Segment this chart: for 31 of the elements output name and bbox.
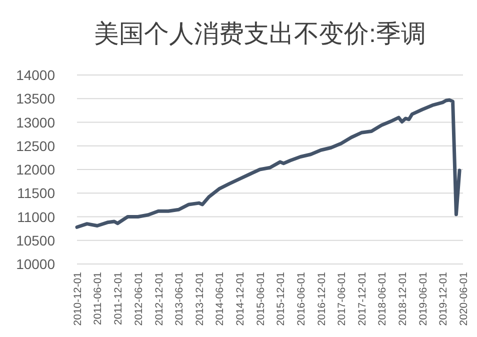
x-tick-label: 2017-12-01 bbox=[356, 272, 368, 326]
y-tick-label: 10000 bbox=[16, 256, 56, 272]
y-tick-label: 11500 bbox=[17, 185, 56, 202]
x-tick-label: 2010-12-01 bbox=[72, 272, 84, 326]
x-tick-label: 2016-12-01 bbox=[316, 272, 328, 326]
y-tick-label: 11000 bbox=[17, 208, 56, 225]
x-tick-label: 2014-12-01 bbox=[234, 272, 247, 326]
x-tick-label: 2014-06-01 bbox=[214, 272, 226, 326]
x-tick-label: 2019-12-01 bbox=[438, 272, 450, 326]
x-tick-label: 2017-06-01 bbox=[336, 272, 348, 326]
y-tick-label: 13500 bbox=[16, 90, 56, 107]
y-tick-label: 12500 bbox=[16, 138, 56, 154]
chart-title: 美国个人消费支出不变价:季调 bbox=[94, 20, 426, 48]
x-tick-label: 2018-06-01 bbox=[376, 272, 389, 326]
x-tick-label: 2013-12-01 bbox=[194, 272, 206, 326]
y-tick-label: 10500 bbox=[16, 232, 56, 248]
x-tick-label: 2011-12-01 bbox=[112, 272, 125, 325]
x-tick-label: 2016-06-01 bbox=[295, 272, 308, 326]
x-tick-label: 2012-06-01 bbox=[132, 272, 145, 326]
y-tick-label: 12000 bbox=[16, 162, 56, 178]
x-tick-label: 2015-12-01 bbox=[275, 272, 288, 326]
x-tick-label: 2013-06-01 bbox=[174, 272, 186, 326]
x-tick-label: 2019-06-01 bbox=[417, 272, 430, 326]
y-tick-label: 13000 bbox=[16, 114, 56, 130]
x-tick-label: 2018-12-01 bbox=[397, 272, 410, 326]
y-tick-label: 14000 bbox=[16, 67, 56, 83]
x-tick-label: 2011-06-01 bbox=[92, 272, 104, 325]
x-tick-label: 2020-06-01 bbox=[458, 272, 470, 326]
line-series bbox=[75, 98, 462, 229]
x-tick-label: 2012-12-01 bbox=[153, 272, 166, 326]
x-tick-label: 2015-06-01 bbox=[254, 272, 267, 326]
